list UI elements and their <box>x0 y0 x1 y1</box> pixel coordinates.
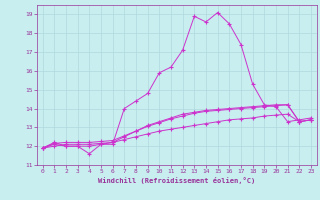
X-axis label: Windchill (Refroidissement éolien,°C): Windchill (Refroidissement éolien,°C) <box>98 177 255 184</box>
